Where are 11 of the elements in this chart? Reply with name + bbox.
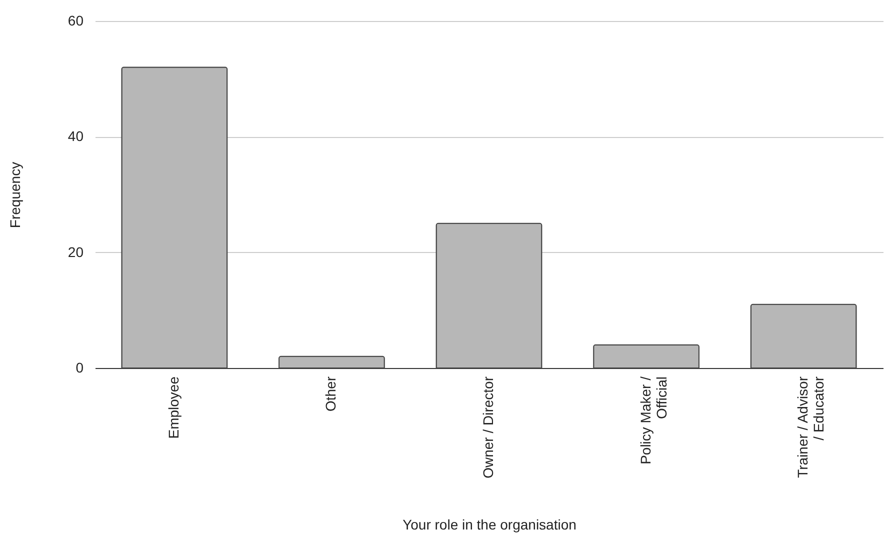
y-tick-label: 40 xyxy=(68,128,84,144)
x-tick-label: Employee xyxy=(165,376,182,439)
x-tick-label: Owner / Director xyxy=(480,376,496,478)
x-tick-label: Trainer / Advisor / Educator xyxy=(794,376,827,478)
y-tick-label: 60 xyxy=(68,12,84,28)
x-tick-label: Other xyxy=(322,376,339,412)
y-tick-label: 0 xyxy=(76,360,84,376)
x-axis-title: Your role in the organisation xyxy=(402,516,576,533)
y-axis-title: Frequency xyxy=(6,162,23,228)
x-tick-label: Policy Maker / Official xyxy=(637,376,670,464)
y-tick-label: 20 xyxy=(68,244,84,260)
